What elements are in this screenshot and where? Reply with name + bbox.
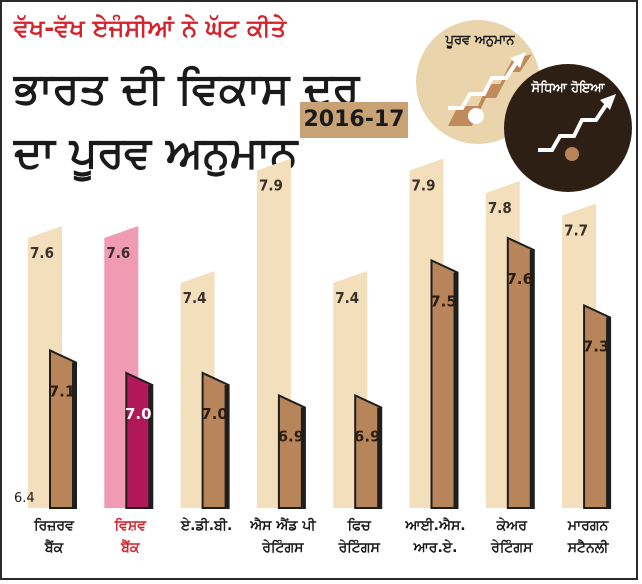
year-label: 2016-17 xyxy=(303,107,405,132)
legend-revised-arrowhead-icon xyxy=(600,94,616,110)
category-label: ਬੈਂਕ xyxy=(120,538,141,556)
category-label: ਏ.ਡੀ.ਬੀ. xyxy=(180,517,233,534)
category-label: ਵਿਸ਼ਵ xyxy=(114,517,148,534)
legend-forecast-label: ਪੂਰਵ ਅਨੁਮਾਨ xyxy=(445,33,516,49)
forecast-value-label: 7.4 xyxy=(183,289,207,307)
revised-value-label: 6.9 xyxy=(354,428,381,446)
legend-revised-arrow-icon xyxy=(538,100,610,152)
forecast-value-label: 7.7 xyxy=(564,222,588,240)
forecast-value-label: 7.9 xyxy=(259,177,283,195)
chart-title-line2: ਦਾ ਪੂਰਵ ਅਨੁਮਾਨ xyxy=(14,128,298,178)
bars-group: 7.6 7.1 ਰਿਜ਼ਰਵ ਬੈਂਕ 7.6 7.0 ਵਿਸ਼ਵ ਬੈਂਕ 7.4 7.0 ਏ.ਡ… xyxy=(28,158,612,556)
forecast-value-label: 7.4 xyxy=(335,289,359,307)
legend-revised-label: ਸੋਧਿਆ ਹੋਇਆ xyxy=(530,79,605,96)
revised-value-label: 7.3 xyxy=(583,338,610,356)
revised-value-label: 6.9 xyxy=(278,428,305,446)
revised-bar-edge xyxy=(148,385,153,508)
revised-bar-edge xyxy=(72,362,76,508)
revised-bar-edge xyxy=(377,407,382,508)
forecast-value-label: 7.9 xyxy=(412,177,436,195)
category-label: ਸਟੈਨਲੀ xyxy=(567,538,610,556)
revised-bar-edge xyxy=(300,407,305,508)
legend-forecast-arrow-icon xyxy=(448,58,520,110)
category-label: ਐਸ ਐਂਡ ਪੀ xyxy=(249,516,316,534)
revised-bar-edge xyxy=(606,317,611,508)
forecast-value-label: 7.6 xyxy=(106,244,130,262)
forecast-value-label: 7.8 xyxy=(488,199,512,217)
baseline-label: 6.4 xyxy=(14,491,35,506)
legend-revised-badge: ਸੋਧਿਆ ਹੋਇਆ xyxy=(504,64,632,192)
category-label: ਰਿਜ਼ਰਵ xyxy=(33,517,75,534)
revised-value-label: 7.0 xyxy=(125,405,152,423)
category-label: ਕੇਅਰ xyxy=(496,517,529,534)
category-label: ਫਿਚ xyxy=(347,517,373,534)
revised-bar-edge xyxy=(529,250,534,508)
category-label: ਮਾਰਗਨ xyxy=(567,518,610,534)
category-label: ਰੇਟਿੰਗਸ xyxy=(261,538,304,556)
category-label: ਰੇਟਿੰਗਸ xyxy=(338,538,381,556)
category-label: ਰੇਟਿੰਗਸ xyxy=(490,538,533,556)
chart-subtitle: ਵੱਖ-ਵੱਖ ਏਜੰਸੀਆਂ ਨੇ ਘੱਟ ਕੀਤੇ xyxy=(14,14,287,42)
forecast-value-label: 7.6 xyxy=(30,244,54,262)
revised-bar-edge xyxy=(224,385,229,508)
revised-value-label: 7.5 xyxy=(430,293,457,311)
legend-revised-circle xyxy=(504,64,632,192)
legend-forecast-arrowhead-icon xyxy=(510,52,526,68)
year-box xyxy=(300,102,408,138)
category-label: ਆਰ.ਏ. xyxy=(413,539,458,556)
revised-value-label: 7.6 xyxy=(507,270,534,288)
revised-bar-edge xyxy=(453,272,458,508)
legend-revised-dot-icon xyxy=(565,147,579,161)
revised-value-label: 7.1 xyxy=(49,383,76,401)
category-label: ਬੈਂਕ xyxy=(44,538,65,556)
revised-value-label: 7.0 xyxy=(201,405,228,423)
category-label: ਆਈ.ਐਸ. xyxy=(404,516,465,534)
legend-forecast-dot-icon xyxy=(468,108,484,124)
